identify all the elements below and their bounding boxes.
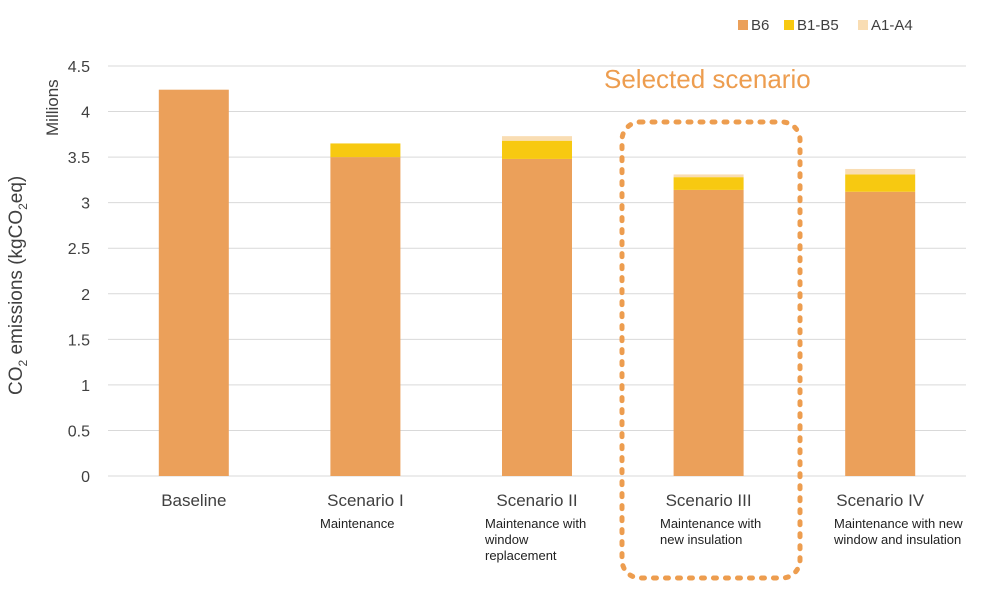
y-tick-label: 1.5: [68, 332, 90, 349]
y-tick-label: 2: [81, 287, 90, 304]
y-tick-label: 3: [81, 196, 90, 213]
units-label: Millions: [43, 79, 62, 136]
category-description: Maintenance with new insulation: [660, 516, 762, 547]
x-category-label: Scenario II: [496, 491, 577, 510]
y-tick-label: 4.5: [68, 59, 90, 76]
legend-swatch-b6: [738, 20, 748, 30]
legend-label-a1-a4: A1-A4: [871, 17, 913, 34]
bar-b6-segment: [845, 191, 916, 476]
y-axis-title: CO2 emissions (kgCO2eq): [6, 176, 30, 395]
y-axis-title-part: CO: [6, 367, 27, 396]
y-tick-label: 2.5: [68, 241, 90, 258]
y-axis-title-part: emissions (kgCO: [6, 210, 27, 360]
selected-scenario-callout: Selected scenario: [604, 64, 811, 94]
bar-b6-segment: [330, 157, 401, 476]
category-description: Maintenance with new window and insulati…: [834, 516, 963, 547]
bar-b1-b5-segment: [502, 140, 572, 159]
x-category-label: Baseline: [161, 491, 226, 510]
bar-b1-b5-segment: [330, 143, 401, 158]
bar-b6-segment: [673, 189, 744, 476]
category-description: Maintenance: [320, 516, 395, 531]
y-tick-label: 4: [81, 105, 90, 122]
y-axis-title-subscript: 2: [16, 203, 30, 210]
legend-label-b6: B6: [751, 17, 769, 34]
y-tick-label: 3.5: [68, 150, 90, 167]
bars: [158, 89, 916, 476]
bar-a1-a4-segment: [845, 168, 916, 175]
bar-b1-b5-segment: [845, 174, 916, 192]
y-axis-title-part: eq): [6, 176, 27, 203]
legend-swatch-b1-b5: [784, 20, 794, 30]
y-tick-label: 0: [81, 469, 90, 486]
y-tick-label: 1: [81, 378, 90, 395]
bar-b6-segment: [158, 89, 229, 476]
bar-b6-segment: [502, 158, 572, 476]
bar-b1-b5-segment: [673, 177, 744, 190]
legend-label-b1-b5: B1-B5: [797, 17, 839, 34]
y-tick-label: 0.5: [68, 423, 90, 440]
x-category-label: Scenario I: [327, 491, 404, 510]
legend: B6 B1-B5 A1-A4: [738, 17, 913, 34]
x-category-label: Scenario III: [666, 491, 752, 510]
x-category-label: Scenario IV: [836, 491, 925, 510]
x-axis-categories: Baseline Scenario I Scenario II Scenario II…: [161, 491, 925, 510]
legend-swatch-a1-a4: [858, 20, 868, 30]
selected-scenario-highlight: [619, 119, 803, 581]
bar-a1-a4-segment: [502, 136, 572, 141]
y-axis-ticks: 0 0.5 1 1.5 2 2.5 3 3.5 4 4.5: [68, 59, 90, 486]
category-description: Maintenance with window replacement: [485, 516, 587, 563]
y-axis-title-subscript: 2: [16, 360, 30, 367]
bar-a1-a4-segment: [673, 174, 744, 178]
